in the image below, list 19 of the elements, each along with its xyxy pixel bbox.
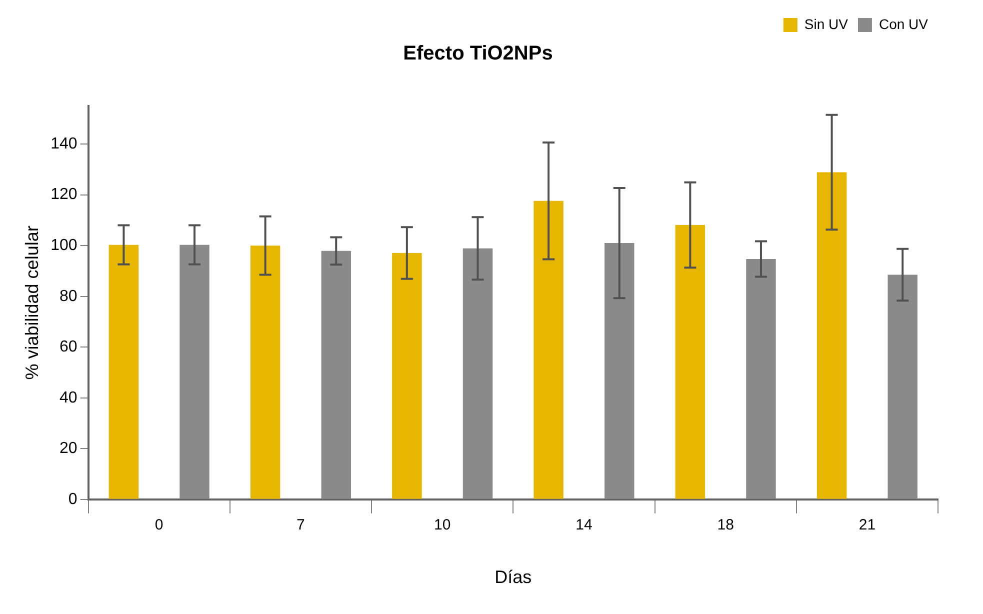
y-tick-label: 20	[60, 440, 78, 458]
x-tick-label: 0	[154, 516, 164, 534]
chart-title: Efecto TiO2NPs	[403, 42, 553, 65]
y-tick-label: 140	[50, 135, 78, 152]
y-tick-label: 60	[60, 338, 78, 356]
legend-label: Con UV	[878, 16, 929, 32]
x-tick-label: 18	[717, 516, 734, 534]
x-axis-title: Días	[494, 567, 532, 588]
x-tick-label: 14	[576, 516, 592, 534]
x-tick-label: 10	[434, 516, 451, 534]
y-tick-label: 0	[68, 490, 78, 508]
y-tick-label: 80	[60, 288, 78, 305]
y-tick-label: 100	[50, 237, 78, 254]
y-axis-title: % viabilidad celular	[22, 226, 42, 380]
x-tick-label: 7	[296, 516, 305, 534]
legend-label: Sin UV	[804, 16, 849, 32]
x-tick-label: 21	[858, 516, 876, 534]
y-tick-label: 40	[60, 389, 78, 406]
y-tick-label: 120	[50, 186, 78, 204]
